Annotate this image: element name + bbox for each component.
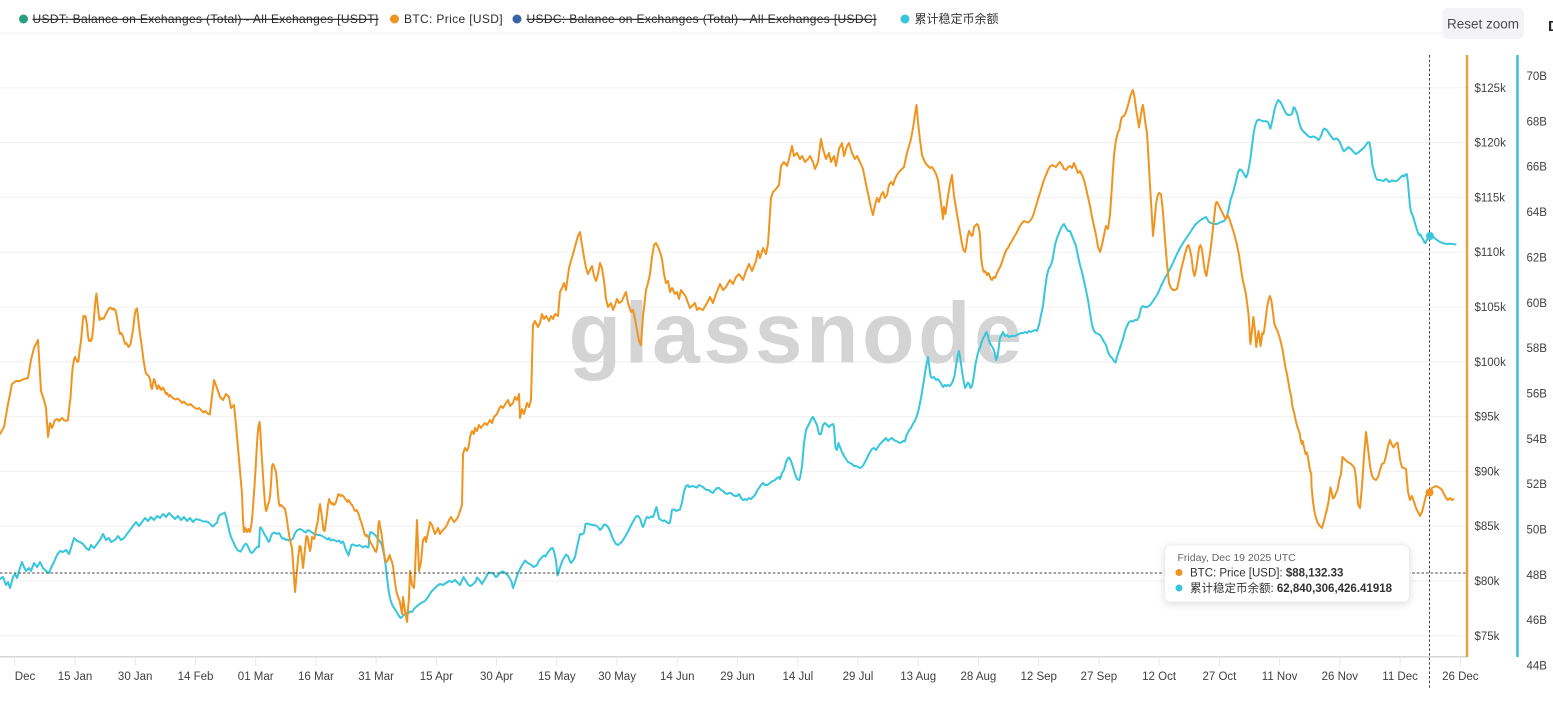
svg-text:$105k: $105k: [1475, 302, 1507, 314]
svg-text:56B: 56B: [1527, 388, 1548, 400]
svg-text:30 Apr: 30 Apr: [480, 671, 513, 683]
svg-text:70B: 70B: [1527, 71, 1548, 83]
svg-text:64B: 64B: [1527, 207, 1548, 219]
svg-text:44B: 44B: [1527, 661, 1548, 673]
svg-text:60B: 60B: [1527, 298, 1548, 310]
svg-text:累计稳定币余额: 62,840,306,426.41918: 累计稳定币余额: 62,840,306,426.41918: [1190, 581, 1393, 595]
svg-text:D: D: [1548, 18, 1553, 35]
svg-text:29 Jun: 29 Jun: [720, 671, 755, 683]
svg-text:66B: 66B: [1527, 162, 1548, 174]
svg-text:$125k: $125k: [1475, 83, 1507, 95]
svg-text:$75k: $75k: [1475, 631, 1500, 643]
svg-text:12 Oct: 12 Oct: [1142, 671, 1177, 683]
svg-text:$80k: $80k: [1475, 576, 1500, 588]
svg-text:54B: 54B: [1527, 434, 1548, 446]
svg-text:$95k: $95k: [1475, 412, 1500, 424]
svg-text:29 Jul: 29 Jul: [843, 671, 874, 683]
svg-text:26 Dec: 26 Dec: [1442, 671, 1479, 683]
svg-text:14 Feb: 14 Feb: [178, 671, 214, 683]
svg-text:Dec: Dec: [15, 671, 36, 683]
svg-text:$85k: $85k: [1475, 521, 1500, 533]
svg-text:Friday, Dec 19 2025 UTC: Friday, Dec 19 2025 UTC: [1178, 552, 1297, 564]
svg-text:BTC: Price [USD]: BTC: Price [USD]: [404, 12, 503, 26]
svg-text:58B: 58B: [1527, 343, 1548, 355]
svg-text:11 Dec: 11 Dec: [1382, 671, 1418, 683]
svg-text:14 Jul: 14 Jul: [782, 671, 813, 683]
svg-text:50B: 50B: [1527, 525, 1548, 537]
svg-text:26 Nov: 26 Nov: [1322, 671, 1359, 683]
svg-text:15 May: 15 May: [538, 671, 576, 683]
svg-text:13 Aug: 13 Aug: [900, 671, 936, 683]
svg-text:$120k: $120k: [1475, 138, 1507, 150]
svg-text:15 Jan: 15 Jan: [58, 671, 93, 683]
svg-text:$90k: $90k: [1475, 466, 1500, 478]
svg-text:28 Aug: 28 Aug: [960, 671, 996, 683]
svg-text:12 Sep: 12 Sep: [1020, 671, 1056, 683]
svg-text:30 Jan: 30 Jan: [118, 671, 153, 683]
svg-text:$115k: $115k: [1475, 192, 1506, 204]
svg-text:14 Jun: 14 Jun: [660, 671, 695, 683]
svg-text:48B: 48B: [1527, 570, 1548, 582]
svg-text:01 Mar: 01 Mar: [238, 671, 274, 683]
svg-text:11 Nov: 11 Nov: [1262, 671, 1298, 683]
svg-text:68B: 68B: [1527, 116, 1548, 128]
svg-text:15 Apr: 15 Apr: [420, 671, 453, 683]
svg-text:27 Sep: 27 Sep: [1081, 671, 1117, 683]
svg-text:16 Mar: 16 Mar: [298, 671, 334, 683]
svg-text:BTC: Price [USD]: $88,132.33: BTC: Price [USD]: $88,132.33: [1190, 568, 1343, 580]
svg-text:27 Oct: 27 Oct: [1202, 671, 1237, 683]
svg-text:$100k: $100k: [1475, 357, 1507, 369]
svg-text:62B: 62B: [1527, 252, 1548, 264]
svg-text:30 May: 30 May: [598, 671, 636, 683]
svg-text:USDC: Balance on Exchanges (To: USDC: Balance on Exchanges (Total) - All…: [527, 12, 877, 26]
svg-text:$110k: $110k: [1475, 247, 1506, 259]
svg-text:52B: 52B: [1527, 479, 1548, 491]
svg-text:累计稳定币余额: 累计稳定币余额: [915, 11, 999, 26]
svg-text:USDT: Balance on Exchanges (To: USDT: Balance on Exchanges (Total) - All…: [33, 12, 379, 26]
svg-text:Reset zoom: Reset zoom: [1447, 17, 1519, 32]
svg-text:46B: 46B: [1527, 615, 1548, 627]
svg-text:31 Mar: 31 Mar: [358, 671, 394, 683]
